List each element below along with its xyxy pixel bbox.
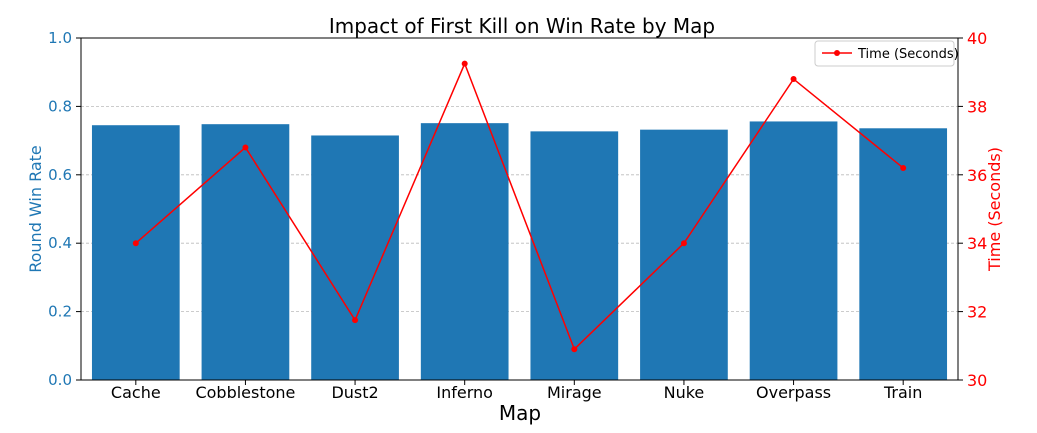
left-tick-label: 0.4 [48, 234, 72, 252]
right-tick-label: 36 [967, 166, 987, 185]
line-point [461, 60, 468, 67]
right-tick-label: 30 [967, 371, 987, 390]
y2-axis-label: Time (Seconds) [985, 147, 1004, 272]
x-tick-label: Dust2 [331, 383, 378, 402]
x-tick-label: Train [883, 383, 922, 402]
left-tick-label: 0.6 [48, 166, 72, 184]
x-tick-label: Inferno [436, 383, 493, 402]
left-tick-label: 1.0 [48, 29, 72, 47]
left-tick-label: 0.8 [48, 97, 72, 115]
chart-title: Impact of First Kill on Win Rate by Map [329, 14, 715, 38]
right-tick-label: 32 [967, 303, 987, 322]
axes [76, 37, 963, 385]
line-point [900, 164, 907, 171]
line-point [790, 76, 797, 83]
line-point [352, 317, 359, 324]
x-tick-label: Nuke [664, 383, 705, 402]
left-tick-label: 0.0 [48, 371, 72, 389]
bar [640, 129, 728, 380]
line-point [571, 346, 578, 353]
right-tick-label: 40 [967, 29, 987, 48]
time-line-series [132, 60, 907, 353]
bar [91, 125, 180, 381]
line-point [132, 240, 139, 247]
time-line [135, 61, 904, 351]
bar [530, 131, 619, 380]
bar [749, 121, 838, 380]
legend-marker [834, 50, 840, 56]
legend-box [814, 40, 955, 67]
legend: Time (Seconds) [814, 40, 959, 67]
x-tick-label: Cache [111, 383, 161, 402]
right-tick-label: 34 [967, 234, 987, 253]
y-axis-label: Round Win Rate [26, 145, 45, 273]
x-tick-label: Mirage [547, 383, 602, 402]
x-tick-label: Overpass [756, 383, 831, 402]
x-axis-label: Map [499, 401, 541, 425]
x-tick-label: Cobblestone [195, 383, 295, 402]
bars [91, 121, 948, 381]
right-tick-label: 38 [967, 97, 987, 116]
bar [201, 124, 290, 381]
legend-label: Time (Seconds) [857, 47, 959, 62]
bar [420, 123, 509, 381]
line-point [680, 240, 687, 247]
tick-labels: 0.0 0.2 0.4 0.6 0.8 1.0 30 32 34 36 38 40 Cache Cobbl… [48, 29, 987, 402]
left-tick-label: 0.2 [48, 303, 72, 321]
bar [311, 135, 399, 380]
line-point [242, 144, 249, 151]
